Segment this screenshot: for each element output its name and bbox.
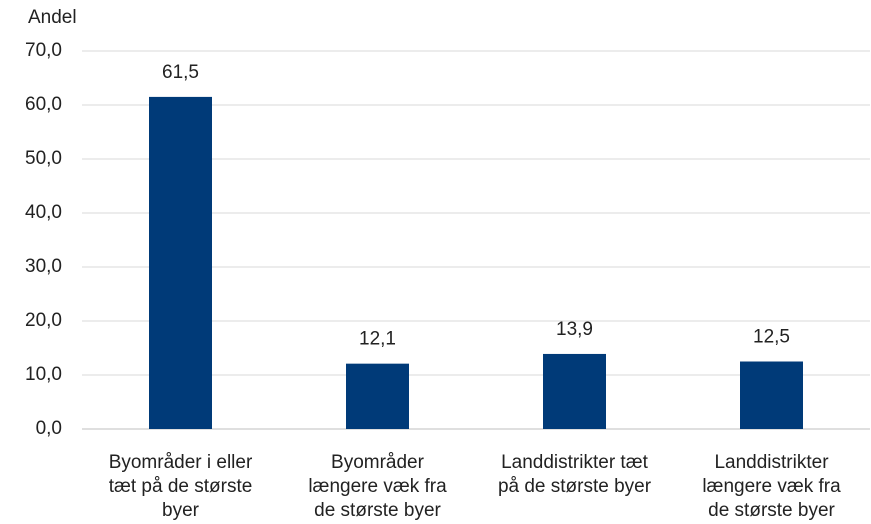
y-tick-label: 0,0 <box>36 418 62 439</box>
x-tick-line: på de største byer <box>498 476 652 497</box>
x-tick-line: tæt på de største <box>109 476 253 497</box>
x-tick-line: Landdistrikter <box>714 452 829 473</box>
data-label: 12,1 <box>359 329 396 350</box>
y-tick-label: 60,0 <box>25 94 62 115</box>
x-tick-label: Byområder længere væk fra de største byer <box>308 452 447 521</box>
x-tick-line: længere væk fra <box>308 476 447 497</box>
bar <box>740 361 803 429</box>
y-axis-label: Andel <box>28 7 77 28</box>
x-tick-line: Landdistrikter tæt <box>501 452 649 473</box>
bar <box>346 363 409 429</box>
x-tick-line: Byområder i eller <box>109 452 253 473</box>
bar <box>543 353 606 429</box>
data-label: 61,5 <box>162 62 199 83</box>
data-label: 13,9 <box>556 319 593 340</box>
x-tick-label: Landdistrikter tæt på de største byer <box>498 452 652 497</box>
x-tick-line: byer <box>162 500 200 521</box>
y-tick-label: 40,0 <box>25 202 62 223</box>
data-label: 12,5 <box>753 327 790 348</box>
x-tick-line: Byområder <box>331 452 425 473</box>
x-tick-label: Byområder i eller tæt på de største byer <box>109 452 253 521</box>
x-tick-line: længere væk fra <box>702 476 841 497</box>
x-tick-line: de største byer <box>314 500 441 521</box>
y-tick-label: 10,0 <box>25 364 62 385</box>
x-tick-label: Landdistrikter længere væk fra de største … <box>702 452 841 521</box>
y-tick-label: 50,0 <box>25 148 62 169</box>
y-tick-label: 20,0 <box>25 310 62 331</box>
y-tick-label: 70,0 <box>25 40 62 61</box>
bar <box>149 96 212 430</box>
x-tick-line: de største byer <box>708 500 835 521</box>
y-tick-label: 30,0 <box>25 256 62 277</box>
